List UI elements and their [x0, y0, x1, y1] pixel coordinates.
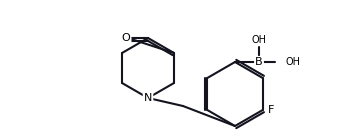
- Text: O: O: [122, 33, 130, 43]
- Text: F: F: [267, 105, 274, 115]
- Text: OH: OH: [251, 35, 266, 45]
- Text: N: N: [144, 93, 152, 103]
- Text: OH: OH: [285, 57, 300, 67]
- Text: B: B: [255, 57, 263, 67]
